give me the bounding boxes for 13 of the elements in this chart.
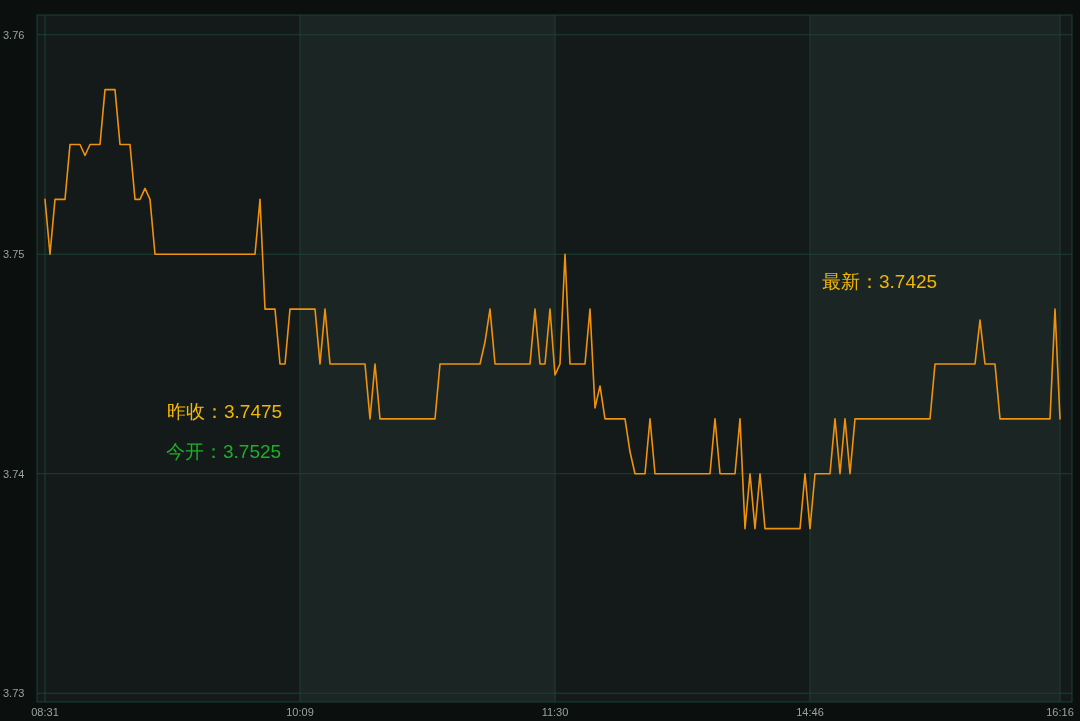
y-tick-label: 3.74 — [3, 467, 25, 480]
line-series — [44, 88, 1061, 530]
x-tick-label: 10:09 — [286, 706, 314, 718]
annotation: 最新：3.7425 — [822, 271, 938, 292]
y-tick-label: 3.73 — [3, 687, 25, 700]
y-tick-label: 3.76 — [3, 28, 25, 41]
annotation: 昨收：3.7475 — [167, 401, 283, 422]
x-tick-label: 11:30 — [541, 706, 569, 718]
x-tick-label: 14:46 — [796, 706, 824, 718]
annotation: 今开：3.7525 — [166, 441, 282, 462]
y-tick-label: 3.75 — [3, 248, 25, 261]
x-tick-label: 08:31 — [31, 706, 59, 718]
x-tick-label: 16:16 — [1046, 706, 1074, 718]
